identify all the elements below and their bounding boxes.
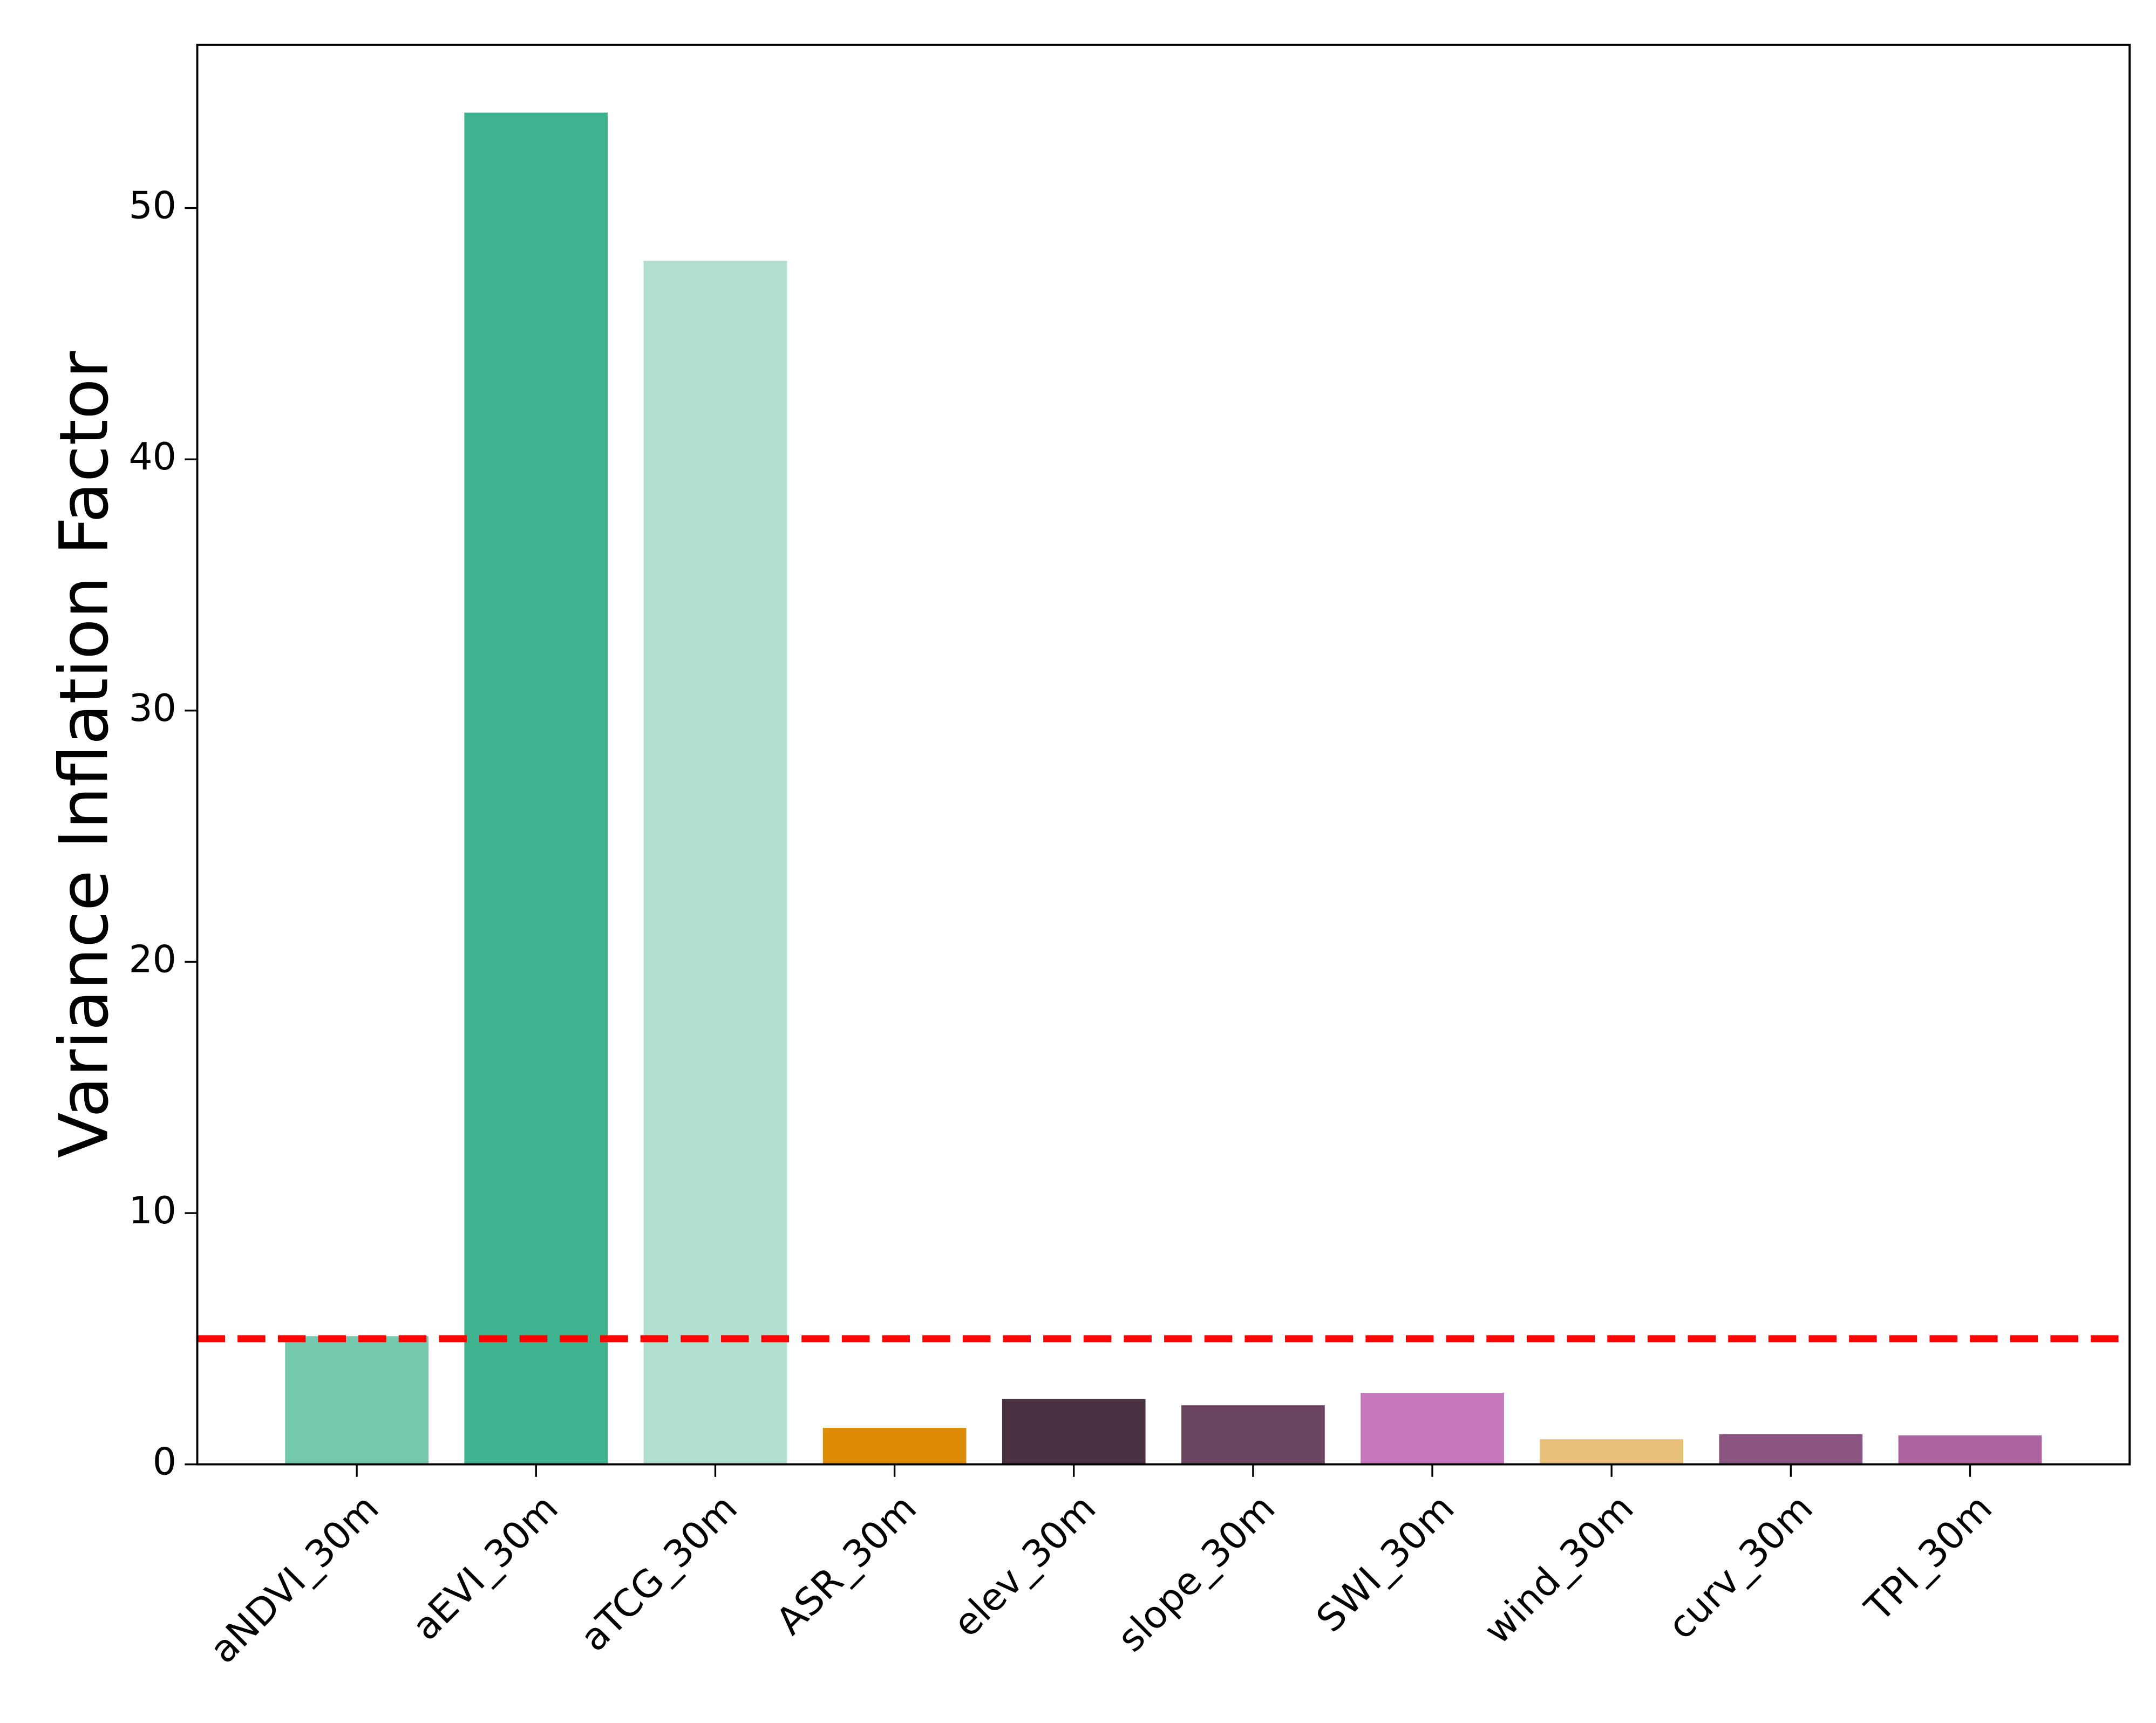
x-tick-label: elev_30m (945, 1486, 1104, 1645)
bar (1898, 1435, 2042, 1465)
bar (822, 1428, 967, 1465)
y-axis-label: Variance Inflation Factor (45, 351, 123, 1158)
x-tick-label: TPI_30m (1856, 1486, 2001, 1630)
bar (285, 1336, 429, 1465)
x-tick-label: curv_30m (1659, 1486, 1821, 1648)
x-tick-label: aTCG_30m (572, 1486, 746, 1660)
y-tick-label: 20 (128, 937, 176, 981)
x-tick-label: wind_30m (1475, 1486, 1642, 1652)
bar (1002, 1399, 1146, 1465)
y-tick-label: 40 (128, 435, 176, 479)
y-tick-label: 50 (128, 184, 176, 228)
bar (1361, 1392, 1504, 1465)
x-tick-label: SWI_30m (1308, 1486, 1463, 1641)
x-tick-label: aNDVI_30m (201, 1486, 387, 1672)
y-tick-label: 10 (128, 1189, 176, 1232)
bar (1540, 1439, 1684, 1465)
y-tick-label: 0 (153, 1440, 176, 1484)
x-tick-label: slope_30m (1109, 1486, 1283, 1660)
x-tick-label: ASR_30m (768, 1486, 925, 1643)
bar (1719, 1434, 1863, 1465)
plot-frame (196, 43, 2131, 1466)
bar (464, 112, 608, 1465)
bar (643, 261, 787, 1465)
bar (1181, 1405, 1325, 1465)
y-tick-label: 30 (128, 686, 176, 730)
x-tick-label: aEVI_30m (404, 1486, 567, 1649)
